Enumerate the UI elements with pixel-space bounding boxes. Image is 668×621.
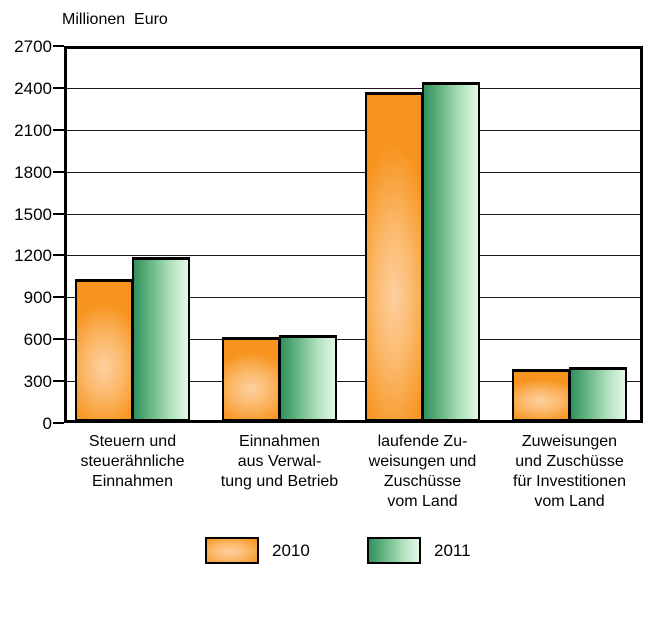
x-axis-label-line: Zuschüsse bbox=[383, 473, 462, 490]
x-axis-label-line: vom Land bbox=[387, 493, 458, 510]
y-axis-tick-1800 bbox=[53, 170, 64, 173]
bar-2011-group2 bbox=[279, 335, 337, 421]
y-axis-tick-600 bbox=[53, 338, 64, 341]
y-axis-tick-0 bbox=[53, 422, 64, 424]
bar-2011-group1 bbox=[132, 257, 190, 421]
y-axis-tick-2400 bbox=[53, 86, 64, 89]
x-axis-label-line: tung und Betrieb bbox=[220, 473, 339, 490]
legend-label-2010: 2010 bbox=[272, 541, 310, 560]
x-axis-label-line: vom Land bbox=[534, 493, 605, 510]
legend-swatch-2011 bbox=[367, 537, 421, 564]
x-axis-label-line: aus Verwal- bbox=[237, 453, 322, 470]
y-axis-tick-2700 bbox=[53, 45, 64, 47]
y-axis-label-2100: 2100 bbox=[14, 120, 52, 140]
bar-2010-group1 bbox=[75, 279, 133, 421]
x-axis-label-line: und Zuschüsse bbox=[515, 453, 624, 470]
x-axis-label-group3: laufende Zu-weisungen und Zuschüsse vom La… bbox=[338, 432, 508, 512]
y-axis-label-2400: 2400 bbox=[14, 78, 52, 98]
gridline-300 bbox=[67, 381, 640, 383]
x-axis-label-line: Zuweisungen bbox=[521, 433, 618, 450]
gridline-1800 bbox=[67, 171, 640, 173]
y-axis-label-900: 900 bbox=[23, 288, 52, 308]
x-axis-label-line: Steuern und bbox=[88, 433, 177, 450]
x-axis-label-line: steuerähnliche bbox=[80, 453, 185, 470]
y-axis-tick-1500 bbox=[53, 212, 64, 215]
gridline-900 bbox=[67, 297, 640, 299]
bar-2010-group2 bbox=[222, 337, 280, 421]
bar-2010-group4 bbox=[512, 369, 570, 421]
bar-2011-group3 bbox=[422, 82, 480, 421]
gridline-1500 bbox=[67, 213, 640, 215]
y-axis-label-2700: 2700 bbox=[14, 37, 52, 56]
y-axis-tick-900 bbox=[53, 296, 64, 299]
y-axis-label-0: 0 bbox=[42, 414, 52, 433]
y-axis-label-600: 600 bbox=[23, 330, 52, 350]
x-axis-label-line: Einnahmen bbox=[239, 433, 320, 450]
x-axis-label-line: für Investitionen bbox=[513, 473, 626, 490]
bar-2010-group3 bbox=[365, 92, 423, 421]
y-axis-tick-300 bbox=[53, 380, 64, 383]
gridline-2400 bbox=[67, 87, 640, 89]
y-axis-tick-1200 bbox=[53, 254, 64, 257]
x-axis-label-group4: Zuweisungen und Zuschüsse für Investitione… bbox=[485, 432, 655, 512]
y-axis-label-1800: 1800 bbox=[14, 162, 52, 182]
gridline-600 bbox=[67, 339, 640, 341]
chart-title: Millionen Euro bbox=[62, 11, 168, 28]
x-axis-label-line: laufende Zu- bbox=[377, 433, 468, 450]
x-axis-label-line: Einnahmen bbox=[92, 473, 173, 490]
x-axis-label-group2: Einnahmen aus Verwal-tung und Betrieb bbox=[195, 432, 365, 492]
y-axis-label-1200: 1200 bbox=[14, 246, 52, 266]
x-axis-label-group1: Steuern und steuerähnliche Einnahmen bbox=[48, 432, 218, 492]
y-axis-label-1500: 1500 bbox=[14, 204, 52, 224]
x-axis-label-line: weisungen und bbox=[368, 453, 477, 470]
gridline-2100 bbox=[67, 129, 640, 131]
legend-label-2011: 2011 bbox=[434, 541, 471, 560]
gridline-1200 bbox=[67, 255, 640, 257]
legend-swatch-2010 bbox=[205, 537, 259, 564]
y-axis-label-300: 300 bbox=[23, 372, 52, 392]
bar-2011-group4 bbox=[569, 367, 627, 421]
y-axis-tick-2100 bbox=[53, 128, 64, 131]
